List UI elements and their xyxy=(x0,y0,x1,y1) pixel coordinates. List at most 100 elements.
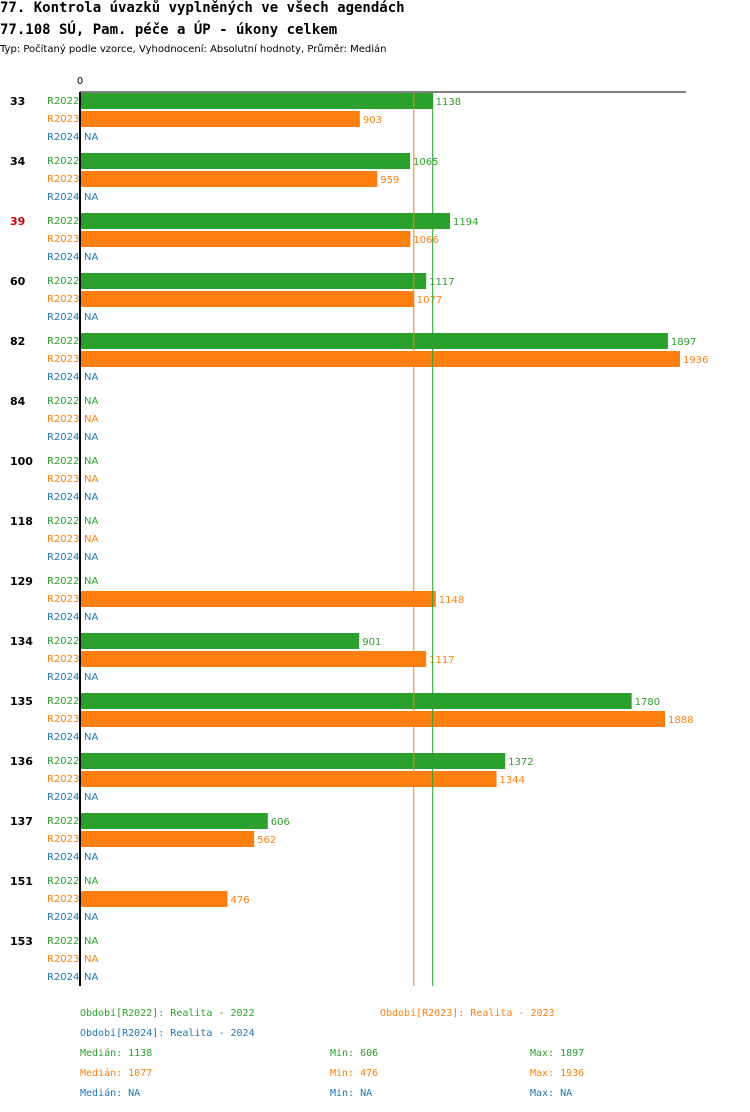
na-label: NA xyxy=(84,372,98,383)
bar xyxy=(80,753,506,769)
series-label: R2022 xyxy=(47,576,79,587)
na-label: NA xyxy=(84,576,98,587)
stat-min-r2024: Min: NA xyxy=(330,1088,373,1099)
na-label: NA xyxy=(84,516,98,527)
series-label: R2023 xyxy=(47,654,79,665)
series-label: R2022 xyxy=(47,696,79,707)
stat-min-r2022: Min: 606 xyxy=(330,1048,379,1059)
series-label: R2022 xyxy=(47,456,79,467)
data-label: 1780 xyxy=(635,697,660,708)
na-label: NA xyxy=(84,972,98,983)
data-label: 562 xyxy=(257,835,276,846)
chart-description: Typ: Počítaný podle vzorce, Vyhodnocení:… xyxy=(0,44,387,55)
x-axis-zero-label: 0 xyxy=(77,76,83,87)
category-label: 34 xyxy=(10,155,26,168)
bar xyxy=(80,351,680,367)
series-label: R2024 xyxy=(47,372,79,383)
data-label: 1148 xyxy=(439,595,464,606)
category-label: 129 xyxy=(10,575,33,588)
series-label: R2023 xyxy=(47,534,79,545)
bar xyxy=(80,891,228,907)
na-label: NA xyxy=(84,552,98,563)
series-label: R2024 xyxy=(47,312,79,323)
bar-chart: 0 33 R2022 1138 R2023 903 R2024 NA 34 R2022 1065 R2… xyxy=(10,76,708,986)
na-label: NA xyxy=(84,312,98,323)
chart-subtitle-title: 77.108 SÚ, Pam. péče a ÚP - úkony celkem xyxy=(0,22,338,38)
category-label: 151 xyxy=(10,875,33,888)
stat-max-r2024: Max: NA xyxy=(530,1088,573,1099)
series-label: R2023 xyxy=(47,714,79,725)
na-label: NA xyxy=(84,732,98,743)
bar xyxy=(80,771,497,787)
na-label: NA xyxy=(84,792,98,803)
stat-median-r2022: Medián: 1138 xyxy=(80,1048,153,1059)
series-label: R2023 xyxy=(47,474,79,485)
legend-r2024: Období[R2024]: Realita - 2024 xyxy=(80,1028,255,1039)
bar xyxy=(80,693,632,709)
bar xyxy=(80,171,378,187)
series-label: R2024 xyxy=(47,972,79,983)
data-label: 1138 xyxy=(436,97,461,108)
data-label: 1065 xyxy=(413,157,438,168)
data-label: 901 xyxy=(362,637,381,648)
data-label: 1897 xyxy=(671,337,696,348)
series-label: R2024 xyxy=(47,852,79,863)
series-label: R2023 xyxy=(47,354,79,365)
series-label: R2022 xyxy=(47,156,79,167)
stat-min-r2023: Min: 476 xyxy=(330,1068,379,1079)
series-label: R2024 xyxy=(47,552,79,563)
bar xyxy=(80,711,666,727)
series-label: R2024 xyxy=(47,192,79,203)
series-label: R2023 xyxy=(47,774,79,785)
data-label: 1077 xyxy=(417,295,442,306)
bar xyxy=(80,153,411,169)
category-label: 137 xyxy=(10,815,33,828)
bar xyxy=(80,831,255,847)
category-label: 153 xyxy=(10,935,33,948)
na-label: NA xyxy=(84,852,98,863)
category-label: 134 xyxy=(10,635,33,648)
stat-median-r2023: Medián: 1077 xyxy=(80,1068,153,1079)
bar xyxy=(80,213,451,229)
na-label: NA xyxy=(84,132,98,143)
na-label: NA xyxy=(84,396,98,407)
data-label: 1936 xyxy=(683,355,708,366)
data-label: 1888 xyxy=(668,715,693,726)
bar xyxy=(80,111,360,127)
category-label: 136 xyxy=(10,755,33,768)
data-label: 959 xyxy=(380,175,399,186)
series-label: R2024 xyxy=(47,252,79,263)
series-label: R2024 xyxy=(47,672,79,683)
category-label: 135 xyxy=(10,695,33,708)
na-label: NA xyxy=(84,954,98,965)
na-label: NA xyxy=(84,456,98,467)
na-label: NA xyxy=(84,492,98,503)
series-label: R2023 xyxy=(47,174,79,185)
na-label: NA xyxy=(84,414,98,425)
na-label: NA xyxy=(84,474,98,485)
series-label: R2022 xyxy=(47,336,79,347)
data-label: 903 xyxy=(363,115,382,126)
series-label: R2023 xyxy=(47,114,79,125)
series-label: R2024 xyxy=(47,132,79,143)
data-label: 1117 xyxy=(429,277,454,288)
na-label: NA xyxy=(84,192,98,203)
stat-max-r2022: Max: 1897 xyxy=(530,1048,585,1059)
series-label: R2024 xyxy=(47,912,79,923)
bar xyxy=(80,813,268,829)
bar xyxy=(80,93,433,109)
series-label: R2022 xyxy=(47,936,79,947)
bar xyxy=(80,651,427,667)
bar xyxy=(80,633,360,649)
na-label: NA xyxy=(84,876,98,887)
series-label: R2022 xyxy=(47,216,79,227)
bar xyxy=(80,231,411,247)
chart-title: 77. Kontrola úvazků vyplněných ve všech … xyxy=(0,0,405,16)
series-label: R2022 xyxy=(47,816,79,827)
na-label: NA xyxy=(84,252,98,263)
series-label: R2023 xyxy=(47,594,79,605)
data-label: 1372 xyxy=(508,757,533,768)
series-label: R2024 xyxy=(47,732,79,743)
na-label: NA xyxy=(84,936,98,947)
bar xyxy=(80,273,427,289)
